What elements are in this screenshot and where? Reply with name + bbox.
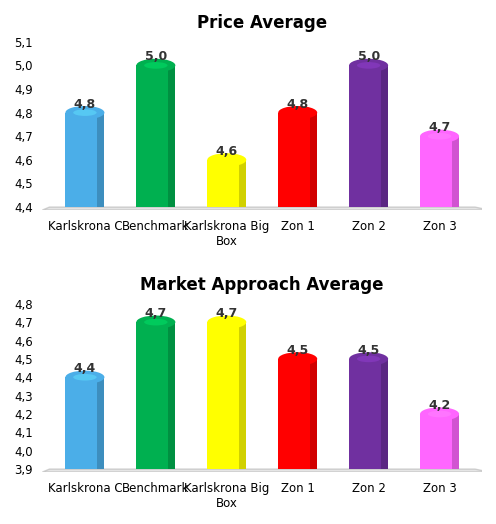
Text: 5,0: 5,0	[145, 50, 167, 63]
FancyBboxPatch shape	[65, 377, 105, 469]
FancyBboxPatch shape	[349, 359, 388, 469]
Ellipse shape	[420, 129, 459, 143]
Text: 4,5: 4,5	[287, 344, 309, 357]
Ellipse shape	[65, 106, 105, 119]
FancyBboxPatch shape	[349, 66, 388, 207]
Ellipse shape	[73, 110, 97, 116]
Ellipse shape	[428, 133, 451, 139]
Ellipse shape	[207, 315, 247, 329]
Ellipse shape	[144, 62, 168, 69]
FancyBboxPatch shape	[65, 113, 105, 207]
Text: 4,5: 4,5	[358, 344, 380, 357]
Polygon shape	[42, 469, 489, 472]
Ellipse shape	[420, 407, 459, 421]
Ellipse shape	[428, 411, 451, 417]
FancyBboxPatch shape	[207, 160, 247, 207]
Ellipse shape	[349, 59, 388, 72]
Ellipse shape	[286, 356, 310, 362]
FancyBboxPatch shape	[168, 322, 176, 469]
FancyBboxPatch shape	[168, 66, 176, 207]
Ellipse shape	[215, 157, 239, 163]
FancyBboxPatch shape	[239, 322, 247, 469]
Ellipse shape	[357, 356, 380, 362]
FancyBboxPatch shape	[420, 136, 459, 207]
Text: 4,8: 4,8	[287, 97, 309, 111]
Text: 4,7: 4,7	[216, 307, 238, 320]
Ellipse shape	[136, 315, 176, 329]
Ellipse shape	[357, 62, 380, 69]
FancyBboxPatch shape	[239, 160, 247, 207]
FancyBboxPatch shape	[278, 113, 317, 207]
FancyBboxPatch shape	[452, 136, 459, 207]
FancyBboxPatch shape	[97, 377, 105, 469]
Ellipse shape	[65, 370, 105, 384]
FancyBboxPatch shape	[452, 414, 459, 469]
Text: 4,2: 4,2	[429, 399, 451, 412]
Ellipse shape	[207, 153, 247, 167]
Ellipse shape	[278, 106, 317, 119]
Text: 4,6: 4,6	[216, 145, 238, 158]
FancyBboxPatch shape	[381, 359, 388, 469]
Ellipse shape	[278, 352, 317, 366]
Polygon shape	[42, 207, 489, 210]
Text: 5,0: 5,0	[358, 50, 380, 63]
Text: 4,8: 4,8	[74, 97, 96, 111]
FancyBboxPatch shape	[310, 113, 317, 207]
Text: 4,4: 4,4	[74, 362, 96, 375]
Ellipse shape	[73, 374, 97, 380]
FancyBboxPatch shape	[207, 322, 247, 469]
FancyBboxPatch shape	[136, 322, 176, 469]
Ellipse shape	[286, 110, 310, 116]
FancyBboxPatch shape	[97, 113, 105, 207]
Text: 4,7: 4,7	[145, 307, 167, 320]
Text: 4,7: 4,7	[429, 121, 451, 134]
FancyBboxPatch shape	[381, 66, 388, 207]
FancyBboxPatch shape	[136, 66, 176, 207]
FancyBboxPatch shape	[310, 359, 317, 469]
Ellipse shape	[136, 59, 176, 72]
Title: Market Approach Average: Market Approach Average	[140, 276, 384, 294]
Ellipse shape	[215, 319, 239, 325]
Ellipse shape	[349, 352, 388, 366]
Ellipse shape	[144, 319, 168, 325]
FancyBboxPatch shape	[420, 414, 459, 469]
FancyBboxPatch shape	[278, 359, 317, 469]
Title: Price Average: Price Average	[197, 14, 327, 32]
